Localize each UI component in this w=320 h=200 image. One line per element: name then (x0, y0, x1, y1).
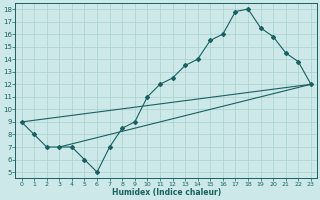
X-axis label: Humidex (Indice chaleur): Humidex (Indice chaleur) (112, 188, 221, 197)
